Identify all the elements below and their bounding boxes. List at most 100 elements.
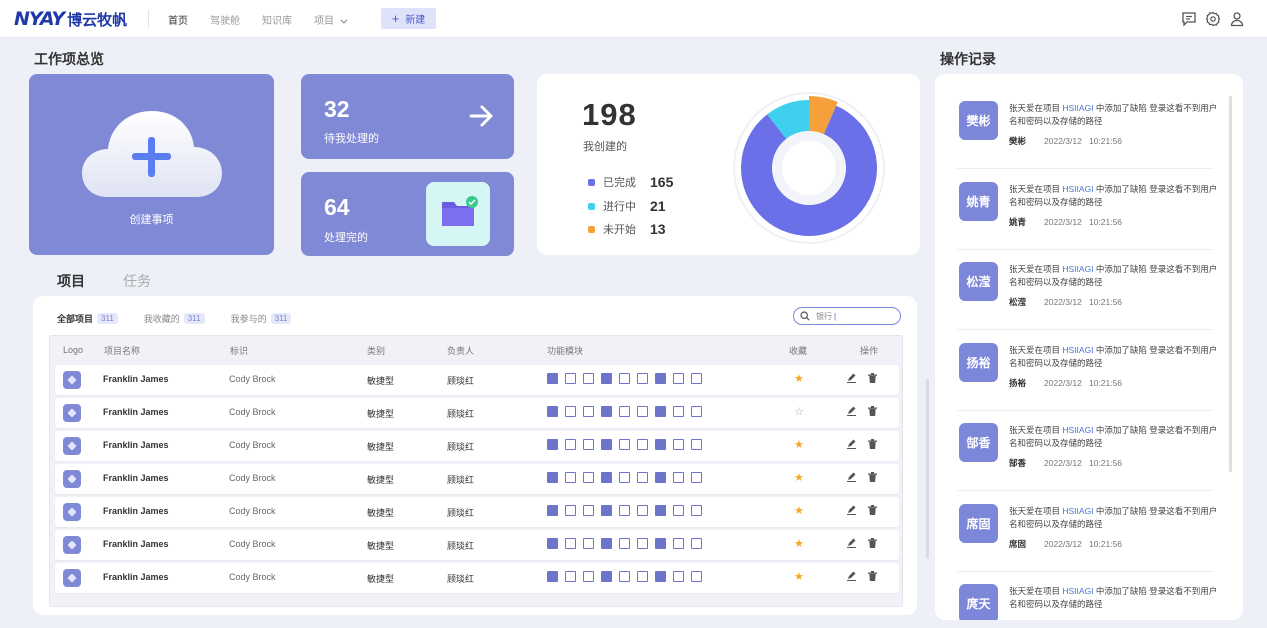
delete-icon[interactable] [868,505,877,515]
favorite-star-icon[interactable]: ★ [794,505,804,517]
module-trend-icon[interactable] [691,571,702,582]
log-item[interactable]: 樊彬 张天爱在项目 HSIIAGI 中添加了缺陷 登录这看不到用户名和密码以及存… [957,89,1217,169]
table-row[interactable]: Franklin James Cody Brock 敏捷型 顾琰红 ★ [55,365,899,395]
module-terminal-icon[interactable] [583,505,594,516]
log-item[interactable]: 姚青 张天爱在项目 HSIIAGI 中添加了缺陷 登录这看不到用户名和密码以及存… [957,170,1217,250]
project-name[interactable]: Franklin James [103,473,169,483]
module-chart-bar-icon[interactable] [601,571,612,582]
module-chart-bar-icon[interactable] [601,373,612,384]
table-row[interactable]: Franklin James Cody Brock 敏捷型 顾琰红 ★ [55,431,899,461]
module-storage-icon[interactable] [619,538,630,549]
edit-icon[interactable] [847,538,856,548]
module-doc-icon[interactable] [655,538,666,549]
project-name[interactable]: Franklin James [103,506,169,516]
log-item[interactable]: 扬裕 张天爱在项目 HSIIAGI 中添加了缺陷 登录这看不到用户名和密码以及存… [957,331,1217,411]
module-terminal-icon[interactable] [583,439,594,450]
table-row[interactable]: Franklin James Cody Brock 敏捷型 顾琰红 ★ [55,530,899,560]
app-logo[interactable]: NYAY 博云牧帆 [14,8,127,30]
log-item[interactable]: 松滢 张天爱在项目 HSIIAGI 中添加了缺陷 登录这看不到用户名和密码以及存… [957,250,1217,330]
module-grid-icon[interactable] [565,439,576,450]
module-chart-bar-icon[interactable] [601,472,612,483]
tab-tasks[interactable]: 任务 [123,273,151,289]
table-row[interactable]: Franklin James Cody Brock 敏捷型 顾琰红 ★ [55,563,899,593]
module-terminal-icon[interactable] [583,571,594,582]
edit-icon[interactable] [847,505,856,515]
module-storage-icon[interactable] [619,505,630,516]
module-doc-icon[interactable] [655,373,666,384]
project-link[interactable]: HSIIAGI [1062,183,1094,194]
module-storage-icon[interactable] [619,439,630,450]
project-link[interactable]: HSIIAGI [1062,586,1094,596]
search-input[interactable]: 银行 | [793,307,901,325]
module-cube-icon[interactable] [637,571,648,582]
module-trend-icon[interactable] [691,505,702,516]
module-chart-bar-icon[interactable] [601,439,612,450]
module-cube-icon[interactable] [637,406,648,417]
module-upload-icon[interactable] [673,373,684,384]
project-link[interactable]: HSIIAGI [1062,344,1094,355]
project-name[interactable]: Franklin James [103,572,169,582]
module-cube-icon[interactable] [637,472,648,483]
module-cube-icon[interactable] [637,505,648,516]
module-terminal-icon[interactable] [583,472,594,483]
favorite-star-outline-icon[interactable]: ☆ [794,406,804,418]
table-row[interactable]: Franklin James Cody Brock 敏捷型 顾琰红 ☆ [55,398,899,428]
module-storage-icon[interactable] [619,472,630,483]
log-item[interactable]: 郜香 张天爱在项目 HSIIAGI 中添加了缺陷 登录这看不到用户名和密码以及存… [957,411,1217,491]
favorite-star-icon[interactable]: ★ [794,439,804,451]
module-upload-icon[interactable] [673,505,684,516]
project-name[interactable]: Franklin James [103,440,169,450]
module-storage-icon[interactable] [619,571,630,582]
pending-card[interactable]: 32 待我处理的 [301,74,514,159]
new-button[interactable]: + 新建 [381,8,436,29]
edit-icon[interactable] [847,571,856,581]
delete-icon[interactable] [868,439,877,449]
module-grid-icon[interactable] [565,505,576,516]
tab-projects[interactable]: 项目 [57,273,85,289]
module-chart-bar-icon[interactable] [601,406,612,417]
project-name[interactable]: Franklin James [103,539,169,549]
module-storage-icon[interactable] [619,373,630,384]
module-doc-icon[interactable] [655,505,666,516]
project-name[interactable]: Franklin James [103,374,169,384]
module-trend-icon[interactable] [691,439,702,450]
filter-all-projects[interactable]: 全部项目 311 [57,312,118,325]
table-scrollbar[interactable] [926,379,929,559]
project-name[interactable]: Franklin James [103,407,169,417]
favorite-star-icon[interactable]: ★ [794,538,804,550]
module-doc-icon[interactable] [655,406,666,417]
module-upload-icon[interactable] [673,439,684,450]
user-icon[interactable] [1229,11,1245,27]
module-grid-icon[interactable] [565,538,576,549]
delete-icon[interactable] [868,373,877,383]
module-terminal-icon[interactable] [583,406,594,417]
log-scrollbar[interactable] [1229,96,1232,472]
module-board-icon[interactable] [547,439,558,450]
create-item-card[interactable]: 创建事项 [29,74,274,255]
delete-icon[interactable] [868,406,877,416]
edit-icon[interactable] [847,406,856,416]
nav-home[interactable]: 首页 [168,15,188,27]
project-link[interactable]: HSIIAGI [1062,264,1094,274]
log-item[interactable]: 席固 张天爱在项目 HSIIAGI 中添加了缺陷 登录这看不到用户名和密码以及存… [957,492,1217,572]
module-trend-icon[interactable] [691,538,702,549]
module-terminal-icon[interactable] [583,373,594,384]
edit-icon[interactable] [847,439,856,449]
module-doc-icon[interactable] [655,472,666,483]
module-doc-icon[interactable] [655,439,666,450]
filter-favorites[interactable]: 我收藏的 311 [144,312,205,325]
delete-icon[interactable] [868,538,877,548]
module-trend-icon[interactable] [691,472,702,483]
project-link[interactable]: HSIIAGI [1062,505,1094,516]
module-cube-icon[interactable] [637,439,648,450]
module-board-icon[interactable] [547,538,558,549]
module-board-icon[interactable] [547,406,558,417]
module-board-icon[interactable] [547,505,558,516]
module-board-icon[interactable] [547,373,558,384]
favorite-star-icon[interactable]: ★ [794,373,804,385]
table-row[interactable]: Franklin James Cody Brock 敏捷型 顾琰红 ★ [55,497,899,527]
table-row[interactable]: Franklin James Cody Brock 敏捷型 顾琰红 ★ [55,464,899,494]
module-upload-icon[interactable] [673,406,684,417]
module-grid-icon[interactable] [565,373,576,384]
module-storage-icon[interactable] [619,406,630,417]
